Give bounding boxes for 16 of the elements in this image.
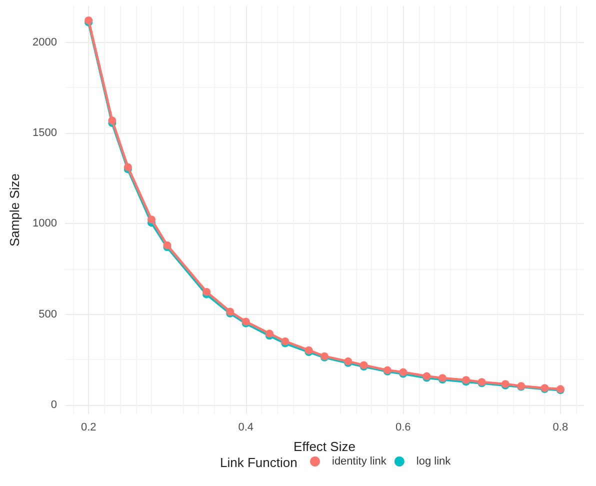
legend-label: identity link bbox=[332, 456, 387, 468]
point bbox=[148, 216, 156, 224]
y-tick-label: 0 bbox=[50, 398, 57, 411]
legend-label: log link bbox=[416, 456, 452, 468]
y-tick-label: 1000 bbox=[32, 218, 57, 230]
y-axis-title: Sample Size bbox=[7, 174, 22, 246]
x-tick-label: 0.4 bbox=[238, 422, 254, 434]
legend-title: Link Function bbox=[220, 455, 298, 470]
x-tick-label: 0.8 bbox=[552, 422, 568, 434]
x-tick-label: 0.6 bbox=[395, 422, 411, 434]
y-tick-label: 500 bbox=[38, 308, 57, 320]
x-tick-label: 0.2 bbox=[80, 422, 96, 434]
y-tick-label: 2000 bbox=[32, 36, 57, 48]
x-axis-title: Effect Size bbox=[294, 439, 356, 454]
point bbox=[202, 288, 211, 296]
y-tick-label: 1500 bbox=[32, 126, 57, 139]
